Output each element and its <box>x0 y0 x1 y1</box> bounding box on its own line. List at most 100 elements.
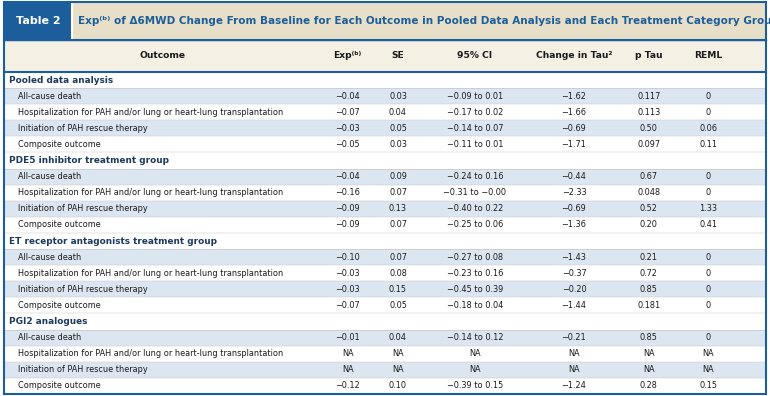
Text: NA: NA <box>643 366 654 374</box>
Text: −0.04: −0.04 <box>335 172 360 181</box>
Text: NA: NA <box>392 366 403 374</box>
Bar <box>4 233 766 249</box>
Text: Exp⁽ᵇ⁾: Exp⁽ᵇ⁾ <box>333 51 362 61</box>
Bar <box>4 201 766 217</box>
Text: −1.43: −1.43 <box>561 253 587 262</box>
Text: 0.28: 0.28 <box>640 381 658 390</box>
Text: −0.01: −0.01 <box>335 333 360 342</box>
Text: 0: 0 <box>705 253 711 262</box>
Text: −0.24 to 0.16: −0.24 to 0.16 <box>447 172 503 181</box>
Text: 0.06: 0.06 <box>699 124 717 133</box>
Text: −0.23 to 0.16: −0.23 to 0.16 <box>447 269 503 278</box>
Bar <box>4 40 766 72</box>
Text: −0.69: −0.69 <box>561 124 586 133</box>
Text: −0.09: −0.09 <box>336 221 360 229</box>
Text: Change in Tau²: Change in Tau² <box>536 51 612 61</box>
Text: −1.36: −1.36 <box>561 221 587 229</box>
Text: NA: NA <box>392 349 403 358</box>
Text: PGI2 analogues: PGI2 analogues <box>9 317 87 326</box>
Text: SE: SE <box>392 51 404 61</box>
Text: 0.50: 0.50 <box>640 124 658 133</box>
Text: −0.18 to 0.04: −0.18 to 0.04 <box>447 301 503 310</box>
Text: 0: 0 <box>705 91 711 101</box>
Text: −2.33: −2.33 <box>561 188 586 197</box>
Text: 0.85: 0.85 <box>640 285 658 294</box>
Text: All-cause death: All-cause death <box>18 91 82 101</box>
Text: −0.09 to 0.01: −0.09 to 0.01 <box>447 91 503 101</box>
Text: −0.40 to 0.22: −0.40 to 0.22 <box>447 204 503 213</box>
Text: −1.24: −1.24 <box>561 381 587 390</box>
Text: Initiation of PAH rescue therapy: Initiation of PAH rescue therapy <box>18 366 148 374</box>
Text: ET receptor antagonists treatment group: ET receptor antagonists treatment group <box>9 236 217 246</box>
Text: −0.69: −0.69 <box>561 204 586 213</box>
Bar <box>4 281 766 297</box>
Bar <box>4 169 766 185</box>
Text: NA: NA <box>469 349 480 358</box>
Text: NA: NA <box>342 349 353 358</box>
Text: −0.27 to 0.08: −0.27 to 0.08 <box>447 253 503 262</box>
Bar <box>4 217 766 233</box>
Bar <box>4 72 766 88</box>
Text: 0.117: 0.117 <box>637 91 661 101</box>
Text: Composite outcome: Composite outcome <box>18 140 101 149</box>
Bar <box>4 297 766 314</box>
Text: 0: 0 <box>705 301 711 310</box>
Text: −0.07: −0.07 <box>336 301 360 310</box>
Text: 0: 0 <box>705 172 711 181</box>
Text: 0.03: 0.03 <box>389 140 407 149</box>
Text: −0.44: −0.44 <box>561 172 587 181</box>
Text: Outcome: Outcome <box>139 51 185 61</box>
Text: NA: NA <box>643 349 654 358</box>
Text: Hospitalization for PAH and/or lung or heart-lung transplantation: Hospitalization for PAH and/or lung or h… <box>18 108 283 117</box>
Bar <box>4 152 766 169</box>
Text: 0.41: 0.41 <box>699 221 717 229</box>
Text: Initiation of PAH rescue therapy: Initiation of PAH rescue therapy <box>18 204 148 213</box>
Text: 0.07: 0.07 <box>389 253 407 262</box>
Text: 0.05: 0.05 <box>389 301 407 310</box>
Text: −0.04: −0.04 <box>335 91 360 101</box>
Text: −0.09: −0.09 <box>336 204 360 213</box>
Text: −0.37: −0.37 <box>561 269 586 278</box>
Text: −0.17 to 0.02: −0.17 to 0.02 <box>447 108 503 117</box>
Bar <box>4 120 766 136</box>
Text: 0.08: 0.08 <box>389 269 407 278</box>
Bar <box>4 362 766 378</box>
Text: −0.12: −0.12 <box>335 381 360 390</box>
Text: 0.21: 0.21 <box>640 253 658 262</box>
Text: 0.03: 0.03 <box>389 91 407 101</box>
Text: 0.113: 0.113 <box>637 108 661 117</box>
Text: 0: 0 <box>705 269 711 278</box>
Text: 0.05: 0.05 <box>389 124 407 133</box>
Text: 0.52: 0.52 <box>640 204 658 213</box>
Text: Initiation of PAH rescue therapy: Initiation of PAH rescue therapy <box>18 285 148 294</box>
Text: NA: NA <box>568 366 580 374</box>
Text: Exp⁽ᵇ⁾ of Δ6MWD Change From Baseline for Each Outcome in Pooled Data Analysis an: Exp⁽ᵇ⁾ of Δ6MWD Change From Baseline for… <box>78 16 770 26</box>
Text: 0.20: 0.20 <box>640 221 658 229</box>
Text: 0: 0 <box>705 108 711 117</box>
Bar <box>4 378 766 394</box>
Text: All-cause death: All-cause death <box>18 333 82 342</box>
Text: NA: NA <box>702 349 714 358</box>
Text: REML: REML <box>694 51 722 61</box>
Text: 0.097: 0.097 <box>637 140 660 149</box>
Text: −0.31 to −0.00: −0.31 to −0.00 <box>444 188 507 197</box>
Text: 0.04: 0.04 <box>389 108 407 117</box>
Text: 0.09: 0.09 <box>389 172 407 181</box>
Text: 0.11: 0.11 <box>699 140 717 149</box>
Text: −0.14 to 0.07: −0.14 to 0.07 <box>447 124 503 133</box>
Text: 0.67: 0.67 <box>640 172 658 181</box>
Text: −0.10: −0.10 <box>335 253 360 262</box>
Text: 0.07: 0.07 <box>389 221 407 229</box>
Text: 0.72: 0.72 <box>640 269 658 278</box>
Text: −0.21: −0.21 <box>561 333 586 342</box>
Text: −1.44: −1.44 <box>561 301 587 310</box>
Bar <box>4 314 766 329</box>
Text: p Tau: p Tau <box>635 51 662 61</box>
Text: NA: NA <box>469 366 480 374</box>
Text: All-cause death: All-cause death <box>18 253 82 262</box>
Text: −0.03: −0.03 <box>336 124 360 133</box>
Text: −0.45 to 0.39: −0.45 to 0.39 <box>447 285 503 294</box>
Text: −0.39 to 0.15: −0.39 to 0.15 <box>447 381 503 390</box>
Bar <box>4 329 766 346</box>
Text: 0: 0 <box>705 188 711 197</box>
